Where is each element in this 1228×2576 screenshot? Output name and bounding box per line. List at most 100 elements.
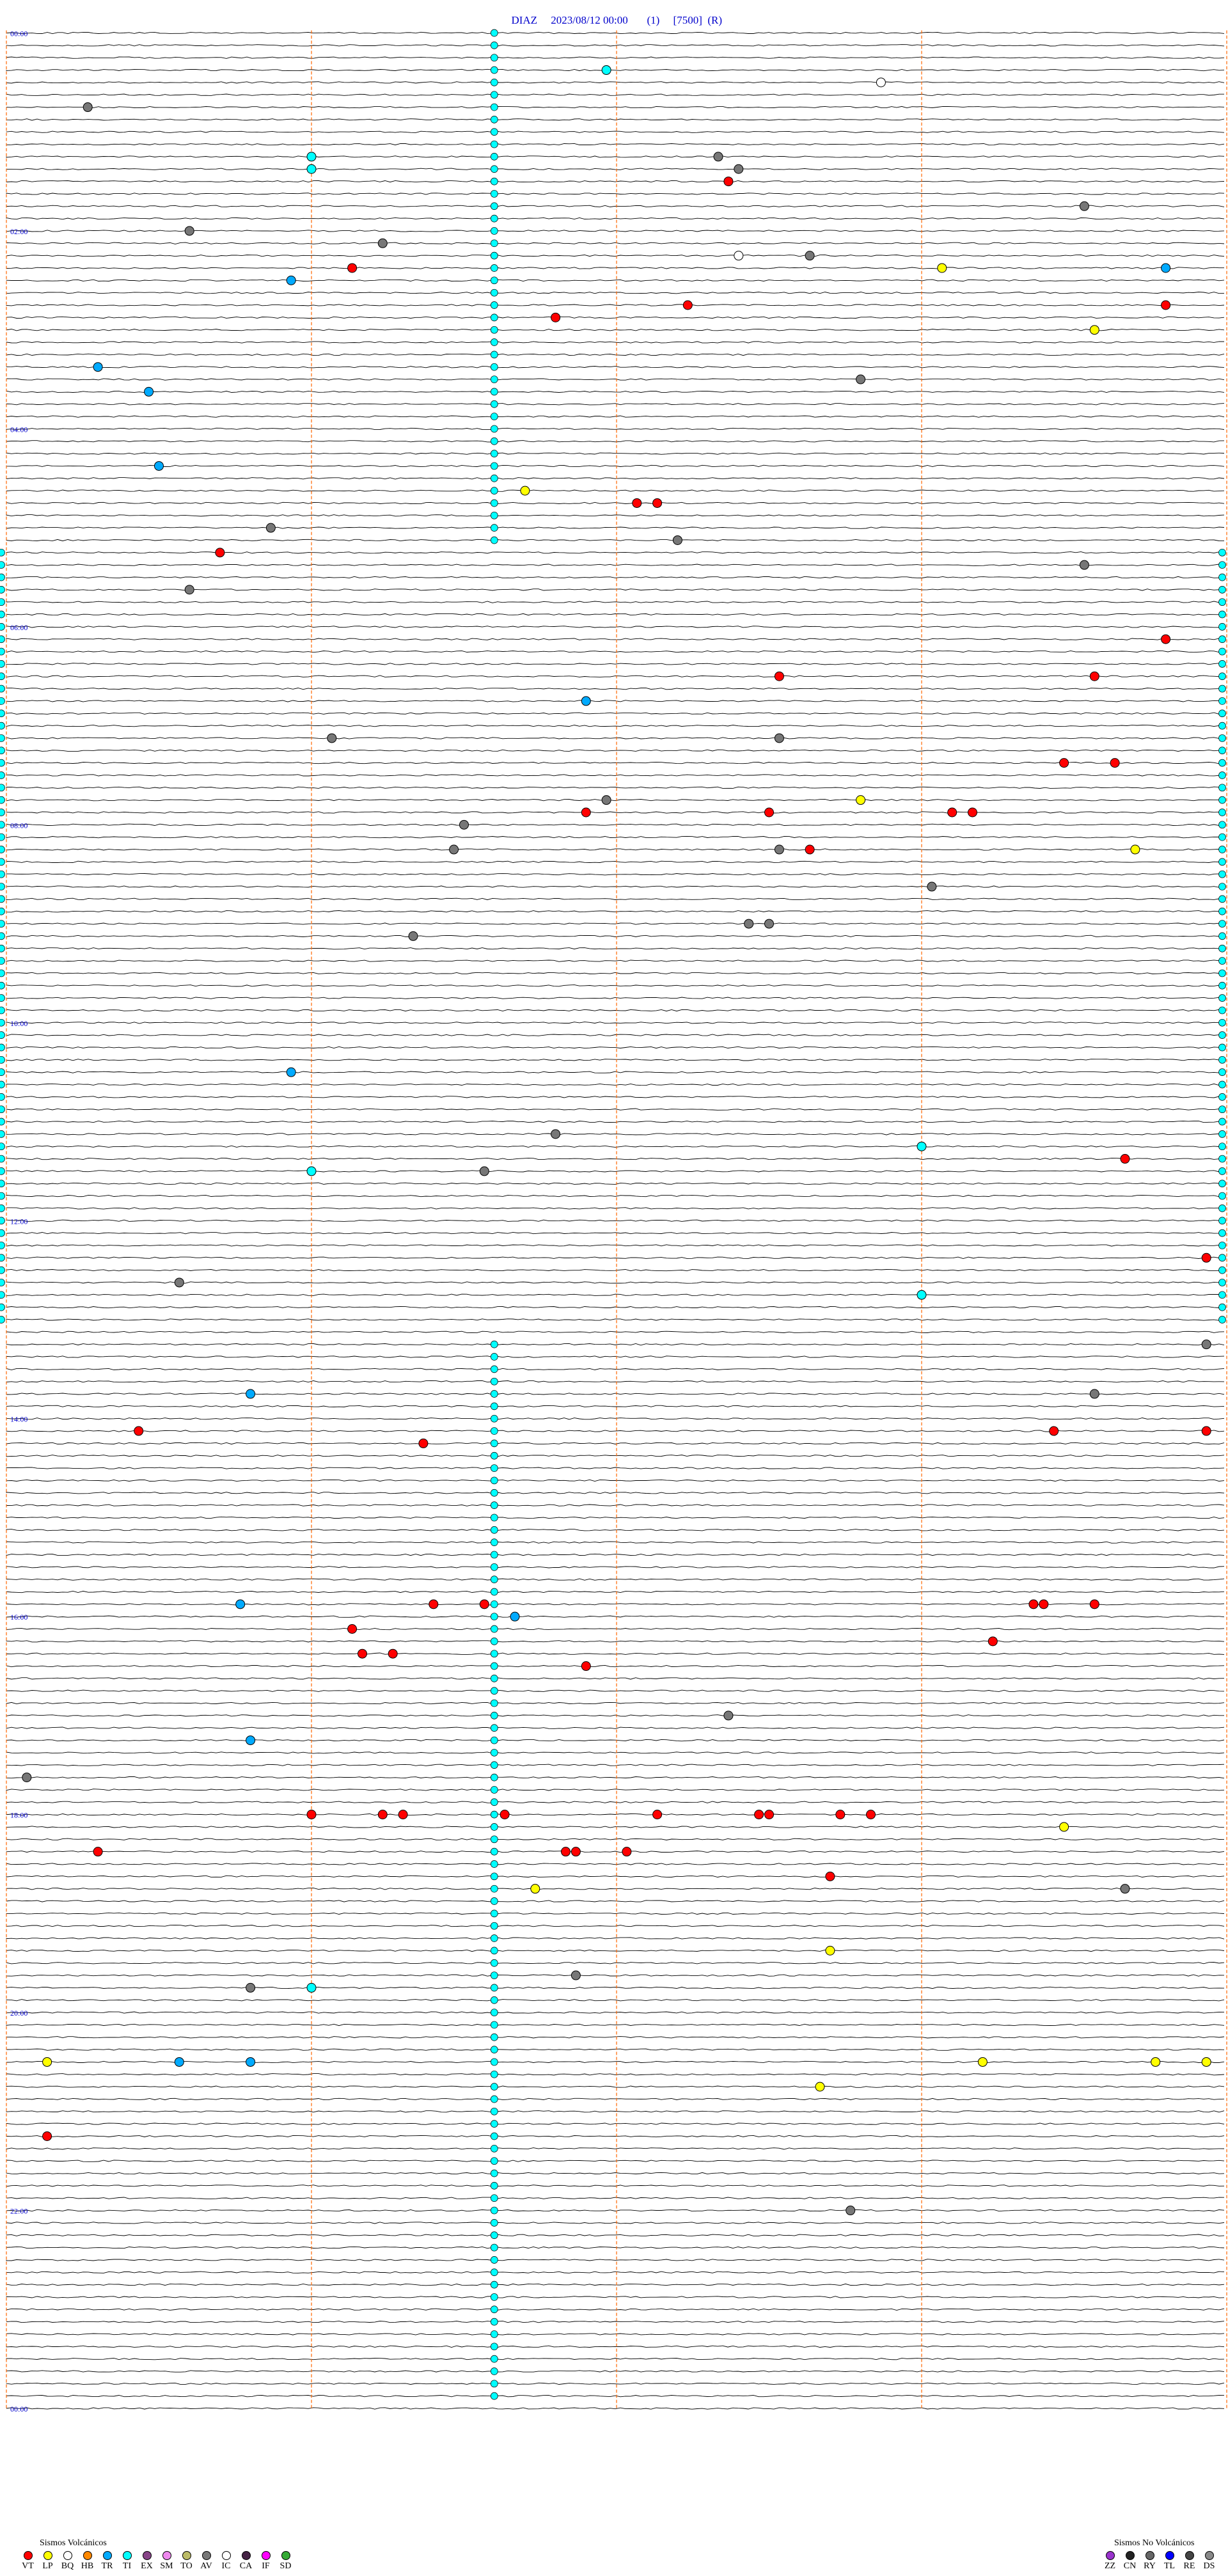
clip-indicator bbox=[0, 1055, 5, 1064]
event-marker bbox=[723, 177, 734, 187]
clip-indicator bbox=[490, 66, 498, 74]
trace-line bbox=[6, 1281, 1225, 1284]
clip-indicator bbox=[490, 2132, 498, 2140]
event-marker bbox=[571, 1970, 581, 1980]
legend-code: TI bbox=[122, 2561, 132, 2571]
event-marker bbox=[1130, 844, 1140, 855]
event-marker bbox=[93, 362, 103, 372]
legend-code: CN bbox=[1123, 2561, 1137, 2571]
event-marker bbox=[306, 152, 317, 162]
clip-indicator bbox=[0, 944, 5, 952]
clip-indicator bbox=[1218, 1303, 1226, 1311]
clip-indicator bbox=[0, 796, 5, 804]
clip-indicator bbox=[490, 1501, 498, 1509]
clip-indicator bbox=[0, 672, 5, 681]
event-marker bbox=[1079, 201, 1089, 211]
clip-indicator bbox=[490, 462, 498, 470]
trace-line bbox=[6, 1801, 1225, 1803]
trace-line bbox=[6, 1145, 1225, 1148]
trace-line bbox=[6, 2382, 1225, 2385]
event-marker bbox=[377, 1810, 388, 1820]
clip-indicator bbox=[1218, 1018, 1226, 1027]
trace-line bbox=[6, 1516, 1225, 1519]
clip-indicator bbox=[1218, 1254, 1226, 1262]
trace-line bbox=[6, 947, 1225, 950]
event-marker bbox=[1120, 1154, 1130, 1164]
legend-code: RE bbox=[1183, 2561, 1195, 2571]
trace-line bbox=[6, 1355, 1225, 1358]
event-marker bbox=[1161, 634, 1171, 644]
trace-line bbox=[6, 1627, 1225, 1631]
trace-line bbox=[6, 1157, 1225, 1160]
event-marker bbox=[764, 807, 774, 818]
clip-indicator bbox=[490, 1451, 498, 1460]
trace-line bbox=[6, 143, 1225, 146]
clip-indicator bbox=[0, 907, 5, 915]
clip-indicator bbox=[1218, 709, 1226, 718]
clip-indicator bbox=[490, 1749, 498, 1757]
event-marker bbox=[286, 275, 296, 285]
event-marker bbox=[22, 1773, 32, 1783]
trace-line bbox=[6, 1615, 1225, 1618]
event-marker bbox=[652, 1810, 663, 1820]
trace-line bbox=[6, 81, 1225, 84]
clip-indicator bbox=[1218, 623, 1226, 631]
clip-indicator bbox=[1218, 684, 1226, 693]
event-marker bbox=[551, 1129, 561, 1139]
event-marker bbox=[246, 1735, 256, 1746]
time-label: 00:00 bbox=[10, 29, 28, 38]
trace-line bbox=[6, 68, 1225, 72]
clip-indicator bbox=[1218, 784, 1226, 792]
event-marker bbox=[418, 1438, 429, 1448]
trace-line bbox=[6, 613, 1225, 616]
trace-line bbox=[6, 774, 1225, 777]
time-label: 14:00 bbox=[10, 1415, 28, 1424]
trace-line bbox=[6, 1702, 1225, 1705]
trace-line bbox=[6, 130, 1225, 133]
clip-indicator bbox=[1218, 821, 1226, 829]
event-marker bbox=[1110, 758, 1120, 768]
clip-indicator bbox=[1218, 981, 1226, 990]
clip-indicator bbox=[1218, 1130, 1226, 1138]
clip-indicator bbox=[0, 734, 5, 742]
volcanic-legend: VT LP BQ HB TR TI EX SM TO AV IC CA IF SD bbox=[18, 2551, 295, 2572]
clip-indicator bbox=[490, 1786, 498, 1794]
trace-line bbox=[6, 1467, 1225, 1469]
clip-indicator bbox=[490, 1613, 498, 1621]
trace-line bbox=[6, 2222, 1225, 2224]
clip-indicator bbox=[490, 2083, 498, 2090]
trace-line bbox=[6, 1492, 1225, 1494]
trace-line bbox=[6, 539, 1225, 542]
event-marker bbox=[1201, 1252, 1211, 1263]
clip-indicator bbox=[490, 1526, 498, 1534]
clip-indicator bbox=[1218, 1055, 1226, 1064]
clip-indicator bbox=[490, 2058, 498, 2066]
nonvolcanic-legend-title: Sismos No Volcánicos bbox=[1114, 2538, 1195, 2548]
clip-indicator bbox=[1218, 883, 1226, 890]
trace-line bbox=[6, 1603, 1225, 1606]
event-marker bbox=[377, 238, 388, 248]
clip-indicator bbox=[490, 338, 498, 346]
clip-indicator bbox=[1218, 759, 1226, 767]
event-marker bbox=[358, 1648, 367, 1659]
event-marker bbox=[286, 1067, 296, 1077]
start-datetime: 2023/08/12 00:00 bbox=[551, 14, 628, 26]
clip-indicator bbox=[0, 647, 5, 656]
clip-indicator bbox=[1218, 647, 1226, 656]
trace-line bbox=[6, 922, 1225, 925]
helicorder-plot: 00:00 02:00 04:00 06:00 08:00 10:00 12:00 14:00… bbox=[0, 29, 1227, 2414]
clip-indicator bbox=[1218, 969, 1226, 977]
trace-line bbox=[6, 168, 1225, 170]
clip-indicator bbox=[490, 190, 498, 198]
event-marker bbox=[1089, 671, 1099, 681]
trace-line bbox=[6, 2407, 1225, 2410]
clip-indicator bbox=[0, 858, 5, 866]
clip-indicator bbox=[1218, 858, 1226, 866]
clip-indicator bbox=[490, 2046, 498, 2053]
clip-indicator bbox=[0, 1192, 5, 1200]
event-marker bbox=[1049, 1426, 1059, 1436]
trace-line bbox=[6, 687, 1225, 690]
trace-line bbox=[6, 1541, 1225, 1544]
clip-indicator bbox=[1218, 1266, 1226, 1274]
clip-indicator bbox=[490, 54, 498, 62]
